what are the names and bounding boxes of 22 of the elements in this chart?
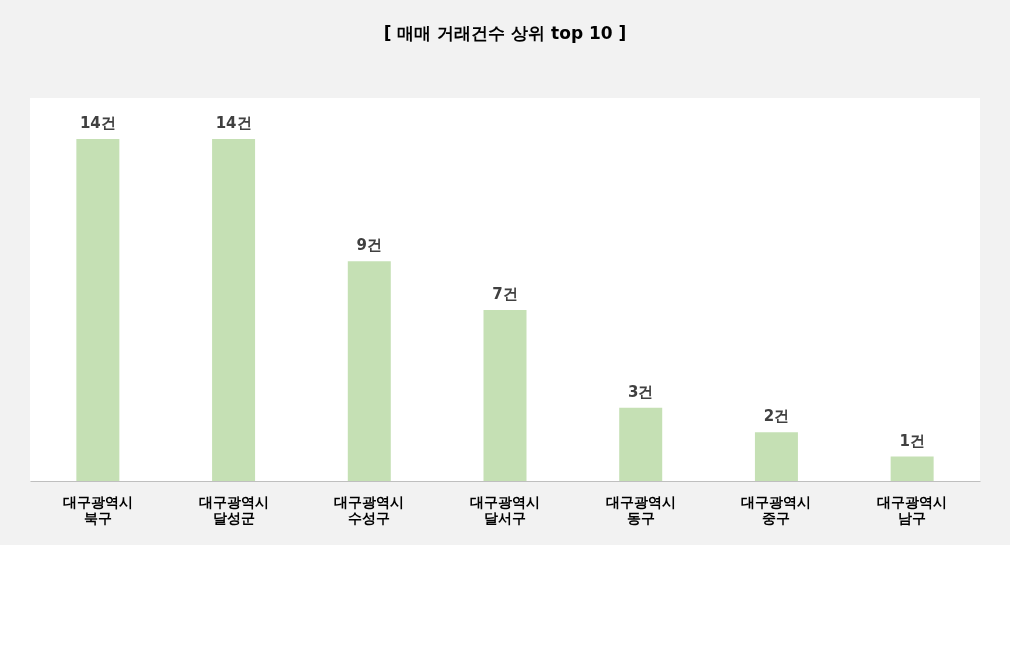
bar	[347, 261, 391, 481]
x-tick-label: 대구광역시 달서구	[470, 493, 540, 526]
bar	[76, 139, 120, 481]
data-label: 14건	[79, 114, 116, 133]
x-tick-label: 대구광역시 남구	[877, 493, 948, 526]
bar	[212, 139, 256, 481]
data-label: 7건	[492, 285, 518, 304]
bar	[890, 456, 934, 481]
bar	[483, 310, 527, 481]
data-label: 3건	[628, 382, 654, 401]
data-label: 1건	[899, 431, 925, 450]
data-label: 2건	[763, 407, 790, 426]
x-tick-label: 대구광역시 중구	[741, 493, 812, 526]
chart-title: [ 매매 거래건수 상위 top 10 ]	[383, 23, 627, 43]
data-label: 14건	[215, 114, 252, 133]
x-tick-label: 대구광역시 동구	[605, 493, 676, 526]
data-label: 9건	[356, 236, 382, 255]
bar	[619, 407, 663, 481]
x-tick-label: 대구광역시 달성군	[198, 493, 269, 526]
x-tick-label: 대구광역시 북구	[62, 493, 133, 526]
x-tick-label: 대구광역시 수성구	[334, 493, 405, 526]
bar	[754, 432, 798, 481]
